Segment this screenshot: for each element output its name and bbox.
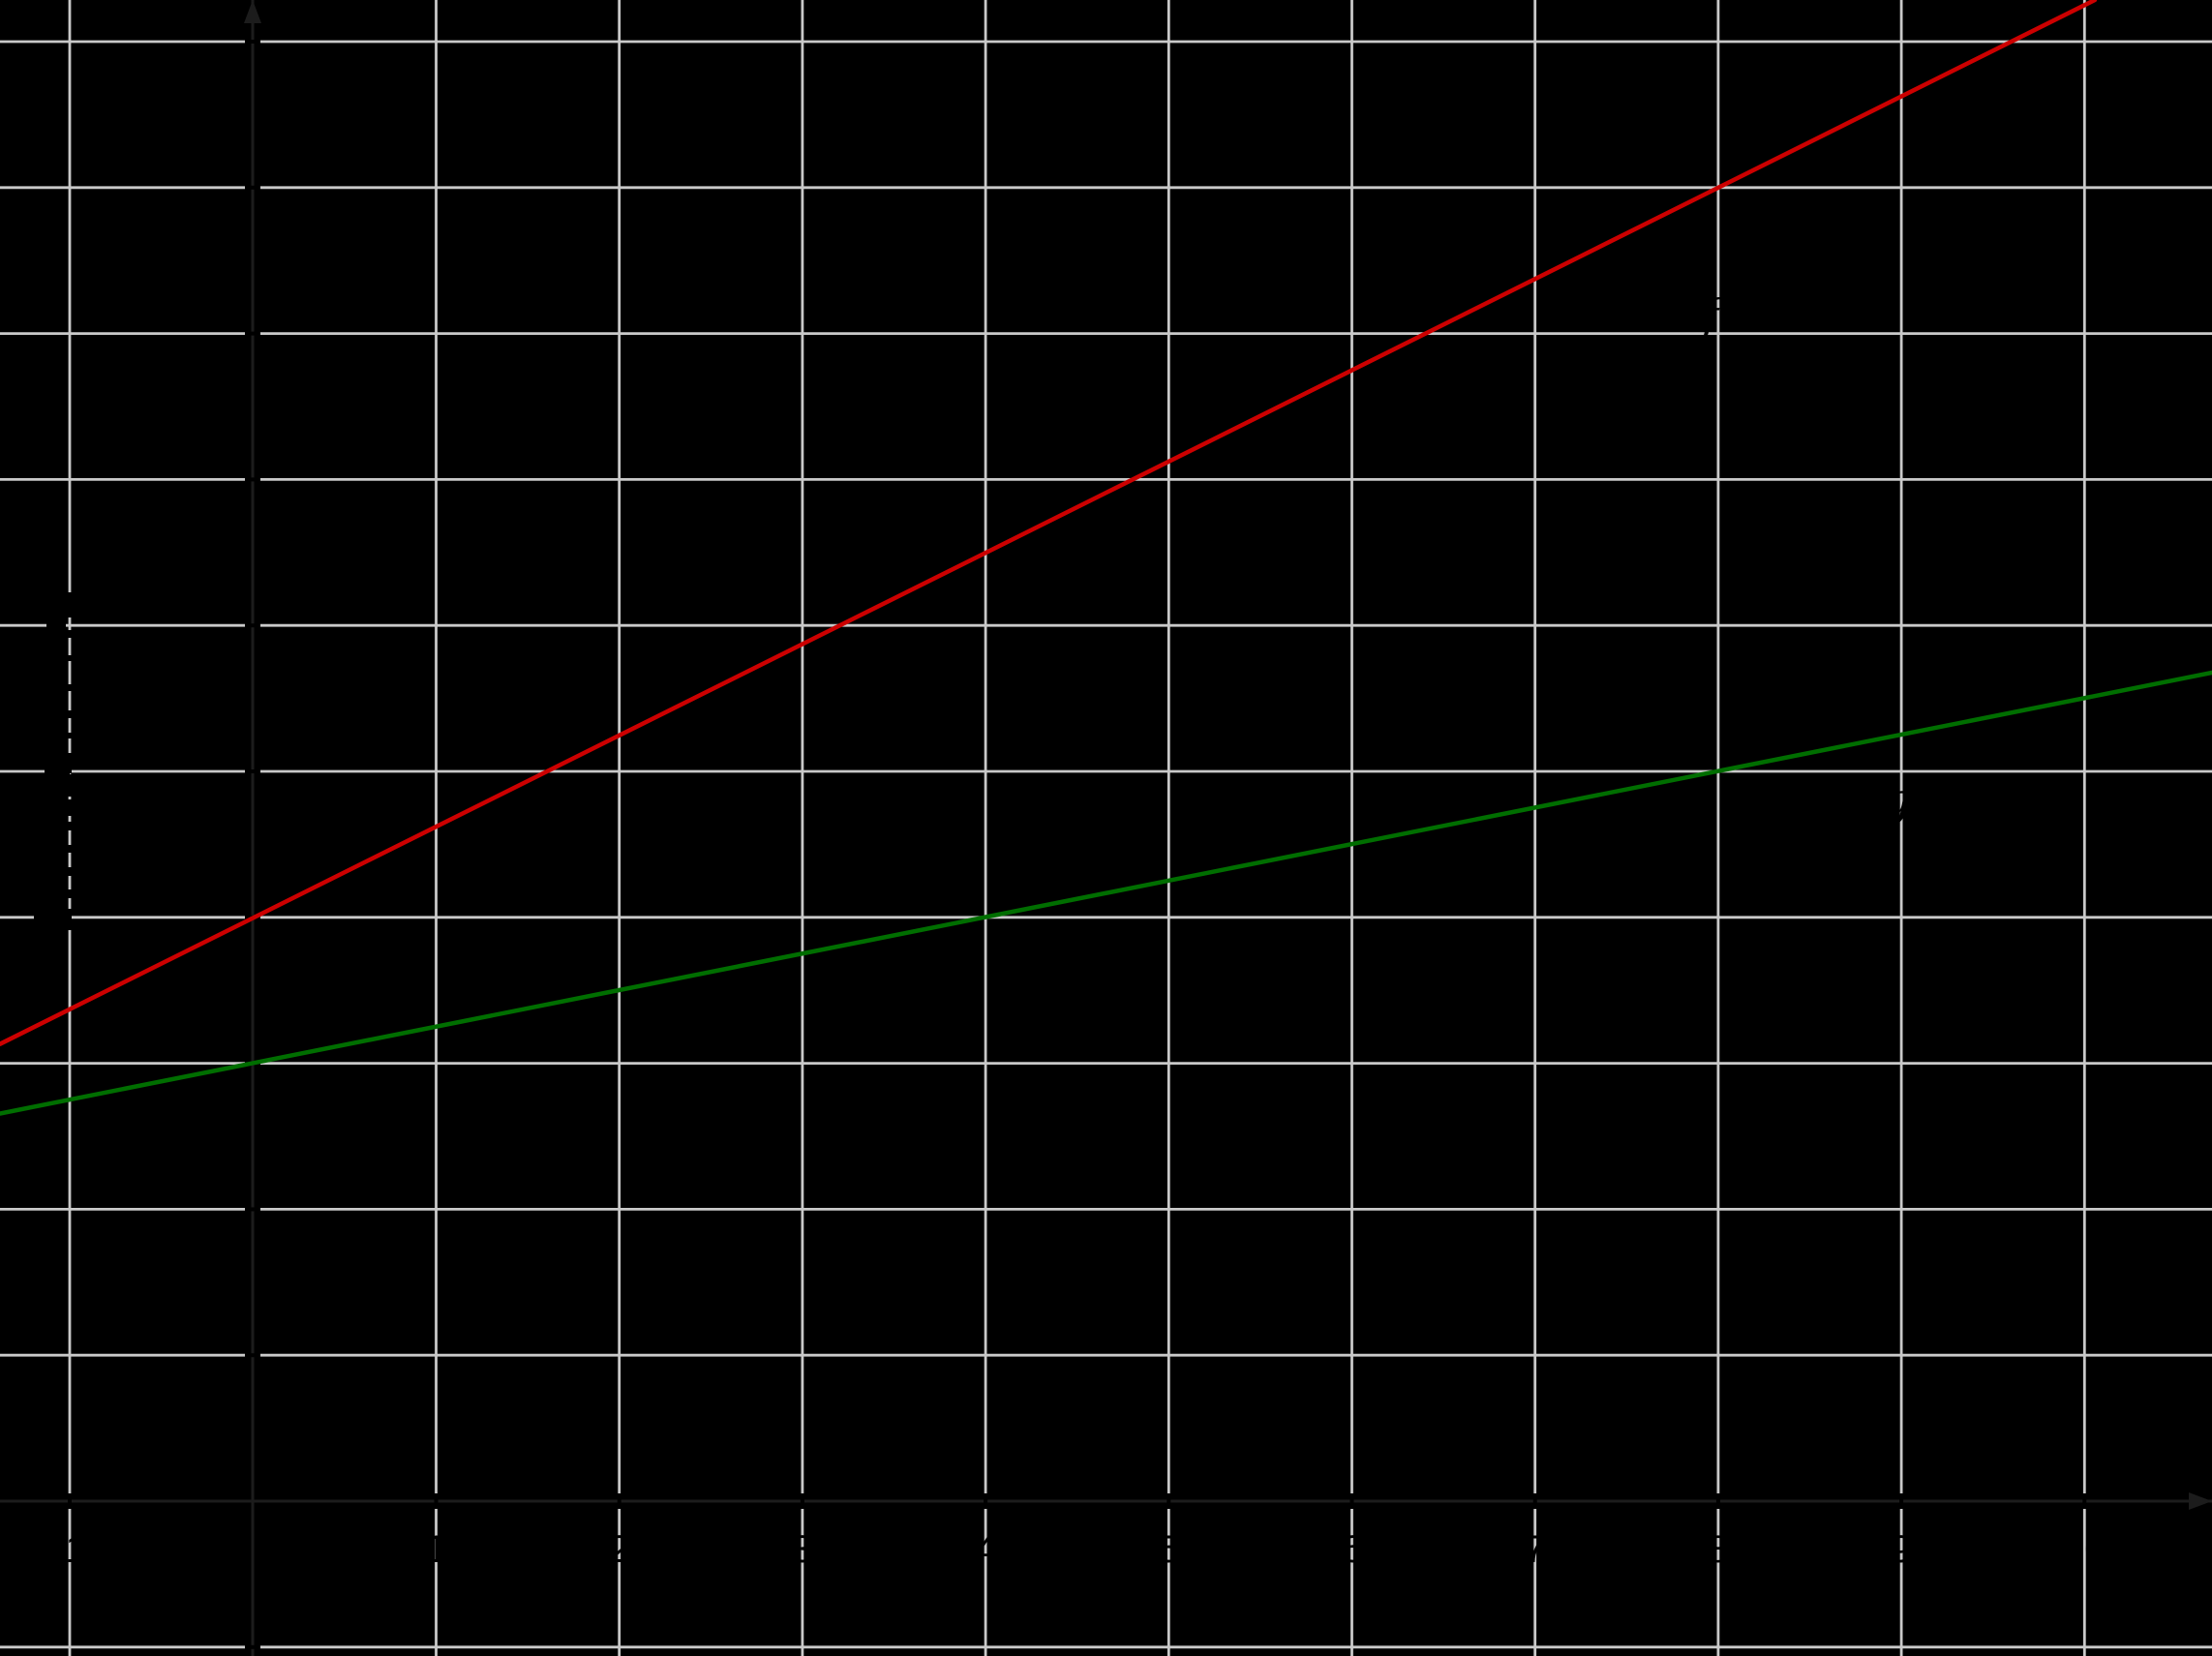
function-lines xyxy=(0,0,2212,1116)
y-tick-label: 3 xyxy=(220,1070,241,1113)
text-fragment xyxy=(45,768,70,775)
x-tick-label: 10 xyxy=(2063,1528,2106,1571)
x-tick-label: 3 xyxy=(792,1528,813,1571)
y-tick-label: 2 xyxy=(220,1216,241,1258)
x-tick-label: 1 xyxy=(425,1528,446,1571)
y-tick-label: -1 xyxy=(206,1654,241,1656)
text-fragment xyxy=(65,822,74,830)
x-tick-label: 6 xyxy=(1341,1528,1362,1571)
y-tick-label: 9 xyxy=(220,195,241,237)
text-fragment xyxy=(65,845,74,853)
black-text-fragments xyxy=(34,592,74,930)
x-tick-label: 8 xyxy=(1708,1528,1729,1571)
x-tick-label: 4 xyxy=(975,1528,996,1571)
text-fragment xyxy=(58,774,72,797)
text-fragment xyxy=(64,630,72,638)
text-fragment xyxy=(60,799,72,816)
y-tick-label: 10 xyxy=(198,48,242,91)
y-tick-label: 8 xyxy=(220,341,241,383)
function-line-f xyxy=(0,0,2098,1046)
x-axis-arrowhead xyxy=(2189,1492,2212,1510)
text-fragment xyxy=(65,684,74,691)
x-tick-label: 2 xyxy=(609,1528,630,1571)
y-tick-label: 5 xyxy=(220,778,241,821)
y-tick-label: 7 xyxy=(220,486,241,528)
text-fragment xyxy=(34,914,71,920)
y-tick-label: 1 xyxy=(220,1362,241,1404)
text-fragment xyxy=(65,867,74,876)
x-tick-label: 9 xyxy=(1891,1528,1912,1571)
y-tick-label: 4 xyxy=(220,924,241,967)
text-fragment xyxy=(65,733,74,738)
text-fragment xyxy=(46,620,66,629)
text-fragment xyxy=(61,592,72,617)
y-tick-label: 6 xyxy=(220,632,241,675)
text-fragment xyxy=(65,655,74,661)
x-tick-label: 7 xyxy=(1525,1528,1546,1571)
x-tick-label: -1 xyxy=(52,1528,87,1571)
x-tick-label: 5 xyxy=(1158,1528,1179,1571)
text-fragment xyxy=(65,889,74,898)
text-fragment xyxy=(65,710,74,718)
function-line-g xyxy=(0,670,2212,1116)
line-label-g: g xyxy=(1882,773,1910,826)
axis-tick-labels: -1 1 2 3 4 5 6 7 8 9 10 10 9 8 7 6 5 4 3 2 1 -1 xyxy=(52,48,2106,1656)
y-axis-arrowhead xyxy=(244,0,261,23)
